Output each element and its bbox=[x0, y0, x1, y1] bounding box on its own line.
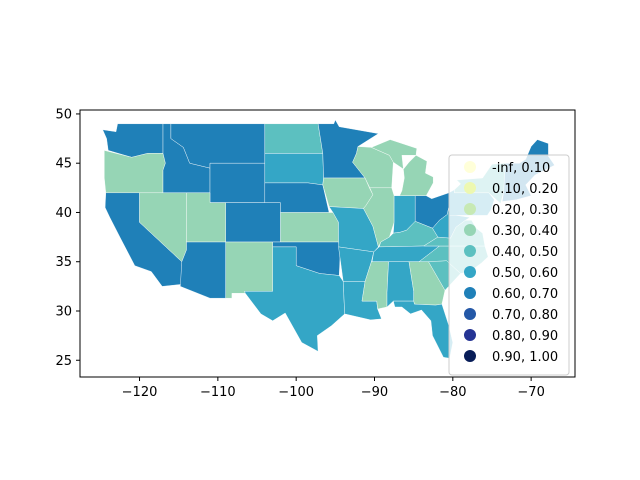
legend-label: -inf, 0.10 bbox=[492, 161, 550, 176]
x-tick-label: −70 bbox=[517, 385, 544, 400]
legend-entry: 0.90, 1.00 bbox=[464, 350, 558, 365]
y-tick: 25 bbox=[55, 354, 80, 369]
legend-entry: 0.30, 0.40 bbox=[464, 224, 558, 239]
legend-marker bbox=[464, 203, 476, 215]
region-sd bbox=[264, 153, 324, 186]
legend-entry: 0.40, 0.50 bbox=[464, 245, 558, 260]
legend-entry: 0.60, 0.70 bbox=[464, 287, 558, 302]
legend-marker bbox=[464, 329, 476, 341]
region-wy bbox=[209, 162, 265, 203]
x-tick-label: −80 bbox=[439, 385, 466, 400]
legend-frame bbox=[448, 154, 570, 376]
legend-label: 0.20, 0.30 bbox=[492, 203, 558, 218]
x-tick: −110 bbox=[200, 377, 236, 400]
legend-entry: 0.20, 0.30 bbox=[464, 203, 558, 218]
region-ia bbox=[322, 177, 374, 209]
y-tick-label: 30 bbox=[55, 304, 72, 319]
region-co bbox=[225, 202, 281, 243]
region-ks bbox=[280, 212, 339, 243]
y-tick: 35 bbox=[55, 255, 80, 270]
legend-entry: 0.50, 0.60 bbox=[464, 266, 558, 281]
legend-entry: 0.80, 0.90 bbox=[464, 329, 558, 344]
legend-label: 0.70, 0.80 bbox=[492, 308, 558, 323]
x-tick: −90 bbox=[361, 377, 388, 400]
legend-marker bbox=[464, 161, 476, 173]
y-tick-label: 40 bbox=[55, 206, 72, 221]
legend-label: 0.10, 0.20 bbox=[492, 182, 558, 197]
y-tick-label: 25 bbox=[55, 354, 72, 369]
legend: -inf, 0.10 0.10, 0.20 0.20, 0.30 0.30, 0.40… bbox=[448, 154, 570, 376]
y-tick: 30 bbox=[55, 304, 80, 319]
region-or bbox=[104, 150, 166, 194]
legend-label: 0.50, 0.60 bbox=[492, 266, 558, 281]
legend-label: 0.30, 0.40 bbox=[492, 224, 558, 239]
legend-entry: -inf, 0.10 bbox=[464, 161, 550, 176]
legend-marker bbox=[464, 308, 476, 320]
x-tick: −100 bbox=[278, 377, 314, 400]
y-tick-label: 50 bbox=[55, 107, 72, 122]
legend-marker bbox=[464, 245, 476, 257]
x-tick-label: −110 bbox=[200, 385, 236, 400]
y-tick: 40 bbox=[55, 206, 80, 221]
y-tick: 45 bbox=[55, 157, 80, 172]
legend-label: 0.90, 1.00 bbox=[492, 350, 558, 365]
legend-label: 0.80, 0.90 bbox=[492, 329, 558, 344]
y-tick: 50 bbox=[55, 107, 80, 122]
region-nd bbox=[264, 123, 324, 154]
region-tx bbox=[244, 246, 345, 352]
x-tick: −120 bbox=[122, 377, 158, 400]
region-az bbox=[180, 241, 226, 299]
legend-marker bbox=[464, 224, 476, 236]
y-tick-label: 45 bbox=[55, 157, 72, 172]
legend-label: 0.60, 0.70 bbox=[492, 287, 558, 302]
legend-entry: 0.10, 0.20 bbox=[464, 182, 558, 197]
x-tick: −70 bbox=[517, 377, 545, 400]
region-al bbox=[386, 261, 414, 308]
x-tick-label: −90 bbox=[361, 385, 388, 400]
region-il bbox=[363, 187, 395, 248]
region-fl bbox=[393, 300, 454, 359]
x-tick-label: −120 bbox=[122, 385, 158, 400]
legend-marker bbox=[464, 350, 476, 362]
legend-marker bbox=[464, 266, 476, 278]
x-tick-label: −100 bbox=[278, 385, 314, 400]
legend-marker bbox=[464, 287, 476, 299]
x-tick: −80 bbox=[439, 377, 467, 400]
legend-label: 0.40, 0.50 bbox=[492, 245, 558, 260]
axes-frame bbox=[79, 109, 576, 378]
region-nm bbox=[225, 241, 273, 299]
y-axis: 25 30 35 40 45 50 bbox=[55, 107, 80, 369]
y-tick-label: 35 bbox=[55, 255, 72, 270]
legend-marker bbox=[464, 182, 476, 194]
x-axis: −120 −110 −100 −90 −80 −70 bbox=[122, 377, 545, 400]
legend-entry: 0.70, 0.80 bbox=[464, 308, 558, 323]
